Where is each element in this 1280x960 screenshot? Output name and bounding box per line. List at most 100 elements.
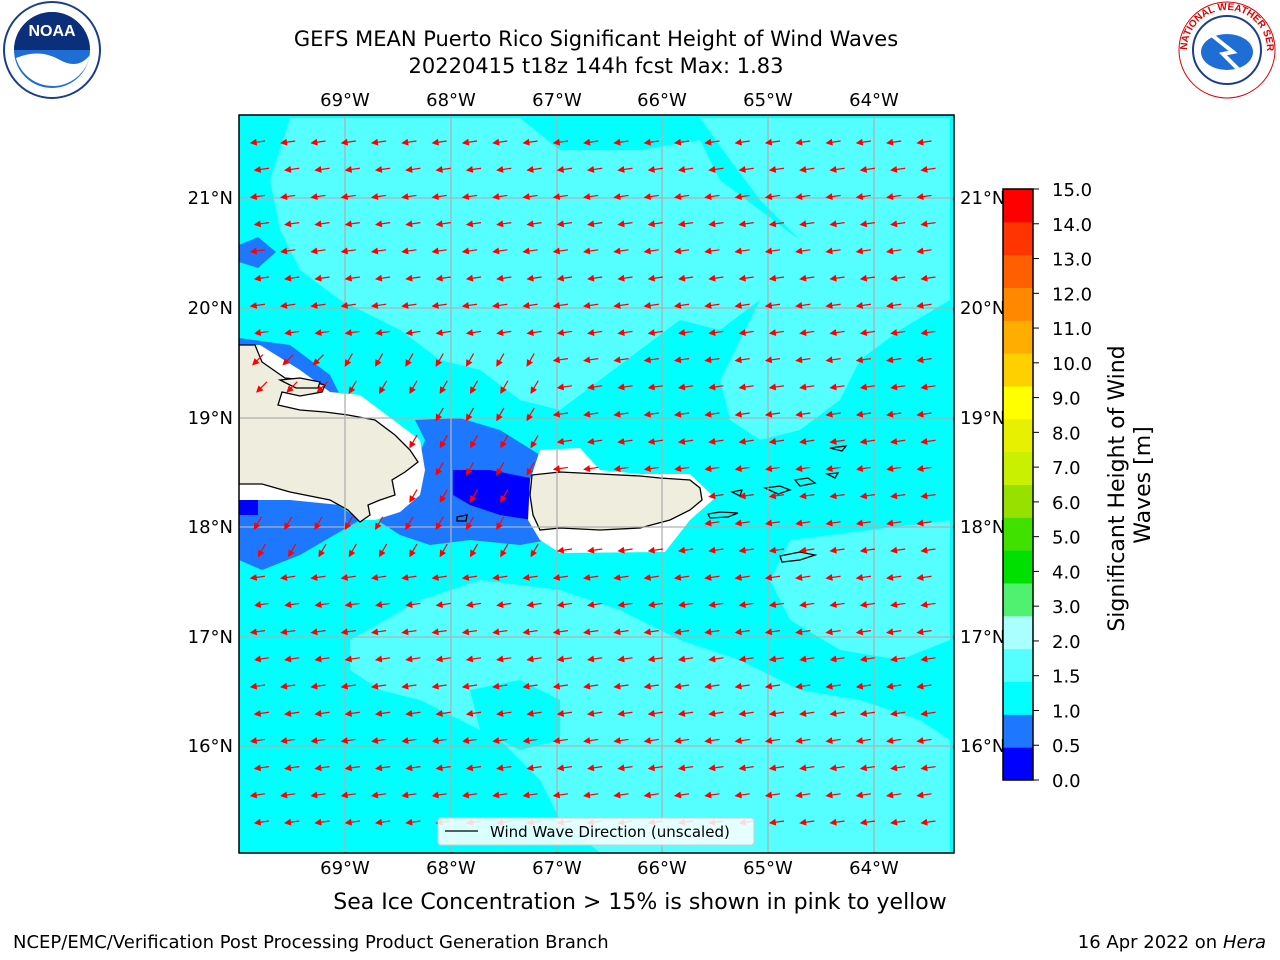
wave-direction-arrowhead — [768, 601, 777, 609]
wave-direction-arrowhead — [310, 628, 318, 636]
wave-direction-arrowhead — [344, 522, 352, 531]
wave-direction-arrowhead — [401, 682, 409, 690]
wave-direction-arrowhead — [530, 440, 538, 449]
wave-direction-arrowhead — [708, 492, 716, 500]
wave-direction-arrowhead — [890, 818, 898, 826]
wave-direction-arrowhead — [704, 356, 712, 364]
wave-direction-arrowhead — [340, 138, 348, 146]
wave-direction-arrowhead — [647, 601, 655, 609]
wave-direction-arrowhead — [768, 165, 777, 173]
wave-direction-arrowhead — [284, 220, 292, 228]
wave-direction-arrowhead — [344, 601, 352, 609]
wave-direction-arrowhead — [253, 329, 262, 337]
wave-direction-arrowhead — [617, 165, 625, 173]
wave-direction-arrowhead — [677, 709, 686, 717]
wave-direction-arrowhead — [916, 356, 924, 364]
wave-direction-arrowhead — [890, 601, 898, 609]
wave-direction-arrowhead — [405, 220, 413, 228]
wave-direction-arrowhead — [677, 220, 686, 228]
wave-direction-arrowhead — [764, 465, 773, 473]
wave-direction-arrowhead — [764, 791, 773, 799]
wave-direction-arrowhead — [890, 274, 898, 282]
wave-direction-arrowhead — [890, 655, 898, 663]
colorbar-label-line1: Significant Height of Wind — [1105, 345, 1130, 631]
wave-direction-arrowhead — [673, 356, 682, 364]
lat-label-left: 19°N — [188, 408, 233, 429]
wave-direction-arrowhead — [738, 492, 746, 500]
wave-direction-arrowhead — [829, 492, 837, 500]
wave-direction-arrowhead — [859, 383, 868, 391]
wave-direction-arrowhead — [280, 247, 288, 255]
wave-direction-arrowhead — [890, 437, 898, 445]
wave-direction-arrowhead — [859, 274, 868, 282]
wave-direction-arrowhead — [617, 601, 625, 609]
wave-direction-arrowhead — [314, 601, 322, 609]
wave-direction-arrowhead — [469, 440, 477, 449]
wave-direction-arrowhead — [886, 193, 894, 201]
wave-direction-arrowhead — [795, 193, 803, 201]
wave-direction-arrowhead — [253, 522, 261, 531]
wave-direction-arrowhead — [708, 329, 716, 337]
wave-direction-arrowhead — [704, 410, 712, 418]
wave-direction-arrowhead — [465, 522, 473, 531]
wave-direction-arrowhead — [920, 818, 928, 826]
wave-direction-arrowhead — [280, 737, 288, 745]
footer-date-text: 16 Apr 2022 on — [1077, 932, 1223, 953]
wave-direction-arrowhead — [886, 247, 894, 255]
wave-direction-arrowhead — [643, 573, 651, 581]
wave-direction-arrowhead — [647, 546, 655, 554]
wave-direction-arrowhead — [431, 682, 439, 690]
wave-direction-arrowhead — [825, 247, 833, 255]
wave-direction-arrowhead — [370, 301, 379, 309]
lon-label-top: 67°W — [532, 90, 582, 111]
wave-direction-arrowhead — [439, 495, 447, 503]
wave-direction-arrowhead — [314, 764, 322, 772]
wave-direction-arrowhead — [340, 737, 348, 745]
wave-direction-arrowhead — [859, 220, 868, 228]
wave-direction-arrowhead — [708, 220, 716, 228]
colorbar-swatch — [1003, 221, 1033, 256]
wave-direction-arrowhead — [556, 655, 565, 663]
graticule — [239, 115, 954, 853]
wave-direction-arrowhead — [734, 193, 742, 201]
wave-direction-arrowhead — [496, 220, 504, 228]
noaa-logo: NOAA — [3, 1, 101, 99]
wave-direction-arrowhead — [799, 383, 807, 391]
wave-direction-arrowhead — [738, 709, 746, 717]
wave-direction-arrowhead — [344, 359, 352, 367]
wave-direction-arrowhead — [795, 301, 803, 309]
wave-direction-arrowhead — [435, 601, 443, 609]
wave-direction-arrowhead — [405, 655, 413, 663]
wave-direction-arrowhead — [405, 764, 413, 772]
wave-direction-arrowhead — [401, 193, 409, 201]
wave-direction-arrowhead — [673, 410, 682, 418]
wave-direction-arrowhead — [284, 818, 292, 826]
wave-direction-arrowhead — [249, 138, 258, 146]
wave-direction-arrowhead — [673, 628, 682, 636]
wave-direction-arrowhead — [340, 682, 348, 690]
wave-direction-arrowhead — [522, 628, 530, 636]
lon-label-bottom: 69°W — [320, 858, 370, 879]
wave-direction-arrowhead — [855, 301, 864, 309]
wave-direction-arrowhead — [677, 274, 686, 282]
wave-direction-arrowhead — [409, 440, 416, 449]
wave-direction-arrowhead — [556, 601, 565, 609]
wave-direction-arrowhead — [492, 737, 500, 745]
wave-direction-arrowhead — [374, 709, 383, 717]
wave-direction-arrowhead — [461, 628, 470, 636]
wave-direction-arrowhead — [552, 737, 561, 745]
wave-direction-arrowhead — [916, 573, 924, 581]
wave-direction-arrowhead — [768, 492, 777, 500]
wave-direction-arrowhead — [855, 138, 864, 146]
wave-direction-arrowhead — [310, 247, 318, 255]
lon-label-top: 66°W — [637, 90, 687, 111]
wave-direction-arrowhead — [431, 301, 439, 309]
wave-direction-arrowhead — [344, 764, 352, 772]
colorbar-tick-label: 8.0 — [1052, 423, 1081, 444]
wave-direction-arrowhead — [829, 764, 837, 772]
wave-direction-arrowhead — [370, 193, 379, 201]
wave-direction-arrowhead — [340, 573, 348, 581]
wave-direction-arrowhead — [405, 274, 413, 282]
wave-direction-arrowhead — [374, 818, 383, 826]
